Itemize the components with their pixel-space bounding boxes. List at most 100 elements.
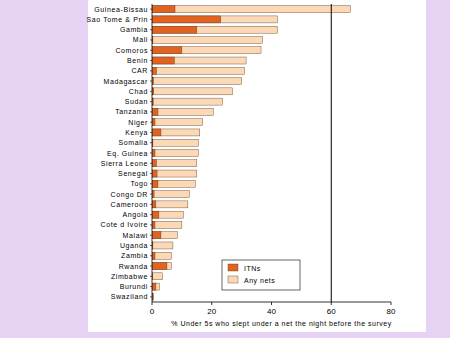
bar [152,201,156,208]
x-axis-title: % Under 5s who slept under a net the nig… [171,320,391,328]
category-label: Angola [123,211,148,219]
y-tick [150,111,152,112]
y-tick [150,276,152,277]
bar [152,6,175,13]
y-tick [150,296,152,297]
x-tick [152,302,153,305]
bar [152,47,261,54]
category-label: Senegal [118,170,148,178]
y-tick [150,286,152,287]
bar [152,108,213,115]
y-tick [150,204,152,205]
category-label: Togo [130,180,148,188]
bar [152,36,263,43]
y-tick [150,81,152,82]
y-tick [150,183,152,184]
category-label: Cameroon [111,201,148,208]
y-tick [150,101,152,102]
x-tick-label: 0 [150,307,155,316]
bar [152,119,155,126]
y-tick [150,60,152,61]
bar [152,263,167,270]
y-tick [150,245,152,246]
category-label: Malawi [123,232,148,239]
bar [152,88,233,95]
category-label: Sierra Leone [101,160,148,167]
category-label: Eq. Guinea [107,150,148,158]
bar [152,150,198,157]
bar [152,26,277,33]
bar [152,6,350,13]
legend-label: Any nets [244,277,275,285]
category-label: Rwanda [119,263,148,270]
bar [152,139,198,146]
category-label: Mali [133,36,148,43]
bar [152,263,171,270]
bar [152,232,161,239]
category-label: Cote d Ivoire [101,221,149,228]
category-label: Gambia [120,26,148,33]
legend-swatch [228,276,238,283]
y-tick [150,173,152,174]
bar [152,67,156,74]
y-tick [150,19,152,20]
bar [152,16,277,23]
legend-box [222,260,300,290]
category-label: Tanzania [115,108,148,115]
y-tick [150,224,152,225]
bar [152,180,195,187]
category-label: Niger [128,119,148,127]
y-tick [150,194,152,195]
category-label: Sao Tome & Prin [87,16,148,23]
category-label: Guinea-Bissau [94,6,148,13]
bar [152,160,197,167]
bar [152,78,242,85]
bar [152,232,177,239]
bar [152,129,200,136]
category-label: Sudan [125,98,148,105]
bar [152,170,197,177]
x-tick-label: 20 [207,307,216,316]
bars [152,4,350,302]
y-tick [150,255,152,256]
category-label: Comoros [115,47,148,54]
bar [152,150,155,157]
legend-swatch [228,264,238,271]
y-tick [150,266,152,267]
y-tick [150,163,152,164]
bar [152,191,189,198]
category-label: Swaziland [111,293,148,300]
x-tick-label: 40 [267,307,276,316]
reference-line [331,4,332,302]
y-tick [150,9,152,10]
y-tick [150,70,152,71]
bar [152,119,203,126]
bar [152,47,182,54]
category-label: Chad [129,88,148,95]
category-label: Madagascar [103,78,148,86]
bar [152,57,174,64]
category-label: Uganda [120,242,148,250]
bar [152,201,188,208]
x-tick [211,302,212,305]
bar [152,211,159,218]
x-tick [271,302,272,305]
category-label: Kenya [125,129,148,137]
bar [152,211,183,218]
bar [152,108,158,115]
y-tick [150,132,152,133]
x-tick [331,302,332,305]
legend: ITNsAny nets [222,260,300,290]
bar [152,242,173,249]
bar [152,98,222,105]
y-tick [150,153,152,154]
category-label: Somalia [119,139,149,146]
bar [152,67,245,74]
bar [152,221,182,228]
category-label: Zambia [121,252,148,259]
bar [152,16,221,23]
category-label: Zimbabwe [111,273,148,280]
chart-panel [88,0,426,332]
bar [152,180,158,187]
bar [152,26,197,33]
